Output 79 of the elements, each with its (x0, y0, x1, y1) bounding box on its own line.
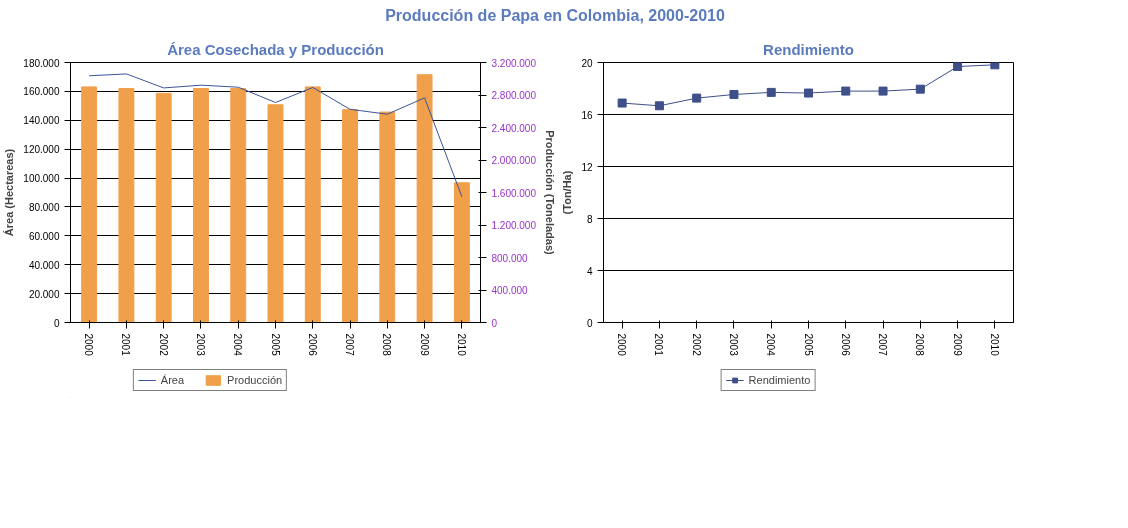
y2-tick-label: 1.600.000 (491, 187, 537, 199)
x-tick-label: 2002 (690, 333, 702, 357)
bar (81, 86, 98, 323)
bar (118, 87, 135, 323)
point (804, 88, 813, 98)
y2-tick-label: 3.200.000 (491, 57, 537, 69)
bar (193, 87, 209, 323)
y-tick-label: 160.000 (23, 86, 60, 98)
x-tick-label: 2003 (727, 333, 739, 357)
x-tick-label: 2009 (418, 333, 430, 357)
legend-label: Área (160, 373, 185, 386)
x-tick-label: 2005 (269, 333, 281, 357)
y2-tick-label: 1.200.000 (491, 219, 537, 231)
bar (304, 86, 321, 323)
x-tick-label: 2010 (455, 333, 467, 357)
point (654, 101, 664, 111)
x-tick-label: 2002 (157, 333, 169, 357)
bar (155, 92, 172, 323)
x-tick-label: 2003 (194, 333, 206, 357)
y-tick-label: 4 (586, 265, 593, 277)
text: Producción de Papa en Colombia, 2000-2010 (385, 6, 725, 26)
x-tick-label: 2007 (344, 333, 356, 357)
bar (379, 111, 396, 323)
y2-tick-label: 2.000.000 (491, 154, 537, 166)
point (692, 93, 702, 103)
y-tick-label: 20.000 (28, 288, 60, 300)
y2-tick-label: 400.000 (491, 284, 529, 296)
x-tick-label: 2001 (653, 333, 665, 357)
x-tick-label: 2000 (83, 333, 95, 357)
y-tick-label: 80.000 (28, 201, 60, 213)
x-tick-label: 2005 (802, 333, 814, 357)
y-tick-label: 12 (581, 161, 593, 173)
point (953, 62, 963, 71)
x-tick-label: 2006 (306, 333, 318, 357)
point (915, 84, 925, 94)
bar (230, 87, 247, 323)
y-tick-label: 20 (581, 57, 593, 69)
point (729, 89, 739, 99)
y-axis-title: (Ton/Ha) (561, 170, 574, 215)
chart-title: Rendimiento (763, 40, 854, 58)
point (990, 62, 1000, 70)
bar (453, 182, 470, 323)
x-tick-label: 2000 (616, 333, 628, 357)
x-tick-label: 2008 (914, 333, 926, 357)
bar (416, 74, 433, 323)
bar (342, 108, 358, 323)
y-tick-label: 180.000 (23, 57, 60, 69)
y-tick-label: 0 (586, 317, 593, 329)
y-tick-label: 0 (53, 317, 60, 329)
point (878, 86, 888, 96)
y2-tick-label: 800.000 (491, 252, 529, 264)
point (766, 87, 776, 97)
x-tick-label: 2010 (988, 333, 1000, 357)
y-axis-title: Área (Hectareas) (3, 148, 16, 237)
chart-title: Área Cosechada y Producción (167, 40, 384, 58)
x-tick-label: 2009 (951, 333, 963, 357)
bar (267, 104, 284, 323)
y-tick-label: 60.000 (28, 230, 60, 242)
point (617, 98, 627, 108)
legend-label: Producción (227, 373, 283, 386)
x-tick-label: 2008 (381, 333, 393, 357)
point (841, 86, 851, 96)
x-tick-label: 2001 (120, 333, 132, 357)
y-tick-label: 40.000 (28, 259, 60, 271)
x-tick-label: 2007 (877, 333, 889, 357)
x-tick-label: 2004 (232, 333, 244, 357)
y-tick-label: 16 (581, 109, 593, 121)
y-tick-label: 8 (586, 213, 593, 225)
y2-axis-title: Producción (Toneladas) (543, 130, 556, 255)
y2-tick-label: 2.800.000 (491, 89, 537, 101)
x-tick-label: 2006 (839, 333, 851, 357)
y2-tick-label: 2.400.000 (491, 122, 537, 134)
y-tick-label: 140.000 (23, 115, 60, 127)
y-tick-label: 100.000 (23, 172, 60, 184)
line-series (88, 73, 463, 198)
x-tick-label: 2004 (765, 333, 777, 357)
y-tick-label: 120.000 (23, 144, 60, 156)
y2-tick-label: 0 (491, 317, 498, 329)
legend-label: Rendimiento (748, 373, 811, 386)
